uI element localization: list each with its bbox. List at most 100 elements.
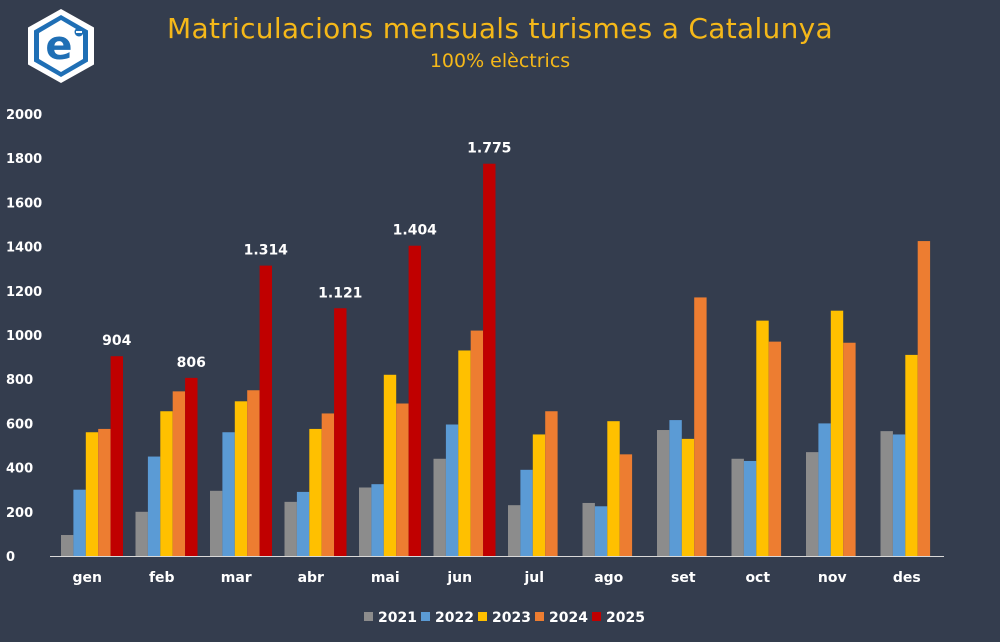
y-tick-label: 200 [6, 506, 33, 521]
x-tick-label: nov [818, 570, 847, 586]
bar-2023-nov [830, 310, 844, 556]
bar-2023-abr [309, 428, 322, 556]
x-tick-label: mar [221, 570, 252, 586]
bar-2023-feb [160, 411, 173, 556]
bar-2023-oct [756, 320, 769, 556]
logo-letter: e [45, 23, 72, 69]
y-tick-label: 1400 [6, 241, 42, 256]
bar-2022-jun [445, 424, 459, 556]
x-tick-label: feb [149, 570, 175, 586]
bar-2024-nov [843, 342, 856, 556]
bar-2023-ago [607, 421, 620, 556]
bar-2024-jun [470, 330, 484, 556]
bar-2023-gen [85, 432, 99, 556]
legend-label: 2025 [606, 610, 645, 626]
logo-hexagon-icon: e [28, 9, 94, 83]
bar-2024-gen [98, 428, 111, 556]
bar-2024-des [917, 241, 931, 556]
bar-2025-mai [408, 245, 421, 556]
bar-2024-set [694, 297, 707, 556]
bar-2024-ago [619, 454, 633, 556]
bar-2023-mai [383, 374, 397, 556]
bar-2022-feb [147, 456, 161, 556]
data-label: 904 [102, 333, 131, 349]
bar-2023-mar [234, 401, 248, 556]
x-tick-label: jul [523, 570, 544, 586]
x-tick-label: gen [73, 570, 102, 586]
y-tick-label: 400 [6, 462, 33, 477]
bar-2021-set [657, 430, 670, 556]
bar-2024-abr [321, 413, 335, 556]
data-label: 1.775 [467, 141, 511, 157]
bar-2025-feb [185, 377, 198, 556]
bar-2025-mar [259, 265, 272, 556]
bar-2021-gen [61, 535, 74, 556]
legend-label: 2023 [492, 610, 531, 626]
bar-2021-jun [433, 458, 446, 556]
bar-2021-oct [731, 458, 744, 556]
bar-2022-ago [594, 506, 608, 556]
data-label: 806 [177, 355, 206, 371]
bar-2022-gen [73, 489, 86, 556]
bar-2022-mar [222, 432, 235, 556]
legend-label: 2021 [378, 610, 417, 626]
bar-2022-oct [743, 460, 757, 556]
logo-minus-bar [76, 31, 82, 33]
x-tick-label: des [893, 570, 921, 586]
bar-2024-jul [545, 411, 558, 556]
logo-hexagon-inner [39, 20, 83, 72]
bar-2022-abr [296, 491, 310, 556]
x-tick-label: abr [298, 570, 324, 586]
bar-2022-jul [520, 469, 533, 556]
bar-2022-nov [818, 423, 831, 556]
bar-2021-mai [359, 487, 372, 556]
y-tick-label: 1000 [6, 329, 42, 344]
legend-swatch [535, 612, 544, 621]
legend-swatch [592, 612, 601, 621]
x-tick-label: oct [745, 570, 770, 586]
legend-swatch [478, 612, 487, 621]
data-label: 1.314 [244, 243, 289, 259]
bar-2021-nov [806, 452, 819, 556]
legend-swatch [421, 612, 430, 621]
bar-2023-jul [532, 434, 546, 556]
bar-2023-set [681, 438, 695, 556]
bar-2021-abr [284, 501, 297, 556]
x-tick-label: jun [446, 570, 472, 586]
x-tick-label: set [671, 570, 696, 586]
y-tick-label: 600 [6, 417, 33, 432]
y-tick-label: 1600 [6, 196, 42, 211]
bar-2021-ago [582, 502, 595, 556]
bar-2024-oct [768, 341, 782, 556]
chart-title: Matriculacions mensuals turismes a Catal… [167, 12, 833, 45]
legend-label: 2022 [435, 610, 474, 626]
bar-2025-abr [334, 308, 347, 556]
y-tick-label: 0 [6, 550, 15, 565]
bar-2025-jun [483, 163, 496, 556]
y-tick-label: 1800 [6, 152, 42, 167]
bar-2024-mar [247, 390, 260, 556]
bar-2021-mar [210, 490, 223, 556]
legend-swatch [364, 612, 373, 621]
bar-2023-jun [458, 350, 471, 556]
bar-2022-mai [371, 484, 384, 556]
bar-2021-jul [508, 505, 521, 556]
y-tick-label: 2000 [6, 108, 42, 123]
bar-2022-des [892, 434, 906, 556]
legend-label: 2024 [549, 610, 588, 626]
x-tick-label: ago [594, 570, 623, 586]
chart-subtitle: 100% elèctrics [429, 50, 571, 72]
y-tick-label: 1200 [6, 285, 42, 300]
y-tick-label: 800 [6, 373, 33, 388]
bar-2024-mai [396, 403, 409, 556]
data-label: 1.121 [318, 285, 362, 301]
x-tick-label: mai [371, 570, 400, 586]
bar-2025-gen [110, 356, 123, 556]
bar-2024-feb [172, 391, 186, 556]
bar-2021-feb [135, 511, 148, 556]
bar-2021-des [880, 431, 893, 556]
bar-2022-set [669, 420, 682, 556]
data-label: 1.404 [393, 223, 438, 239]
bar-2023-des [905, 354, 918, 556]
